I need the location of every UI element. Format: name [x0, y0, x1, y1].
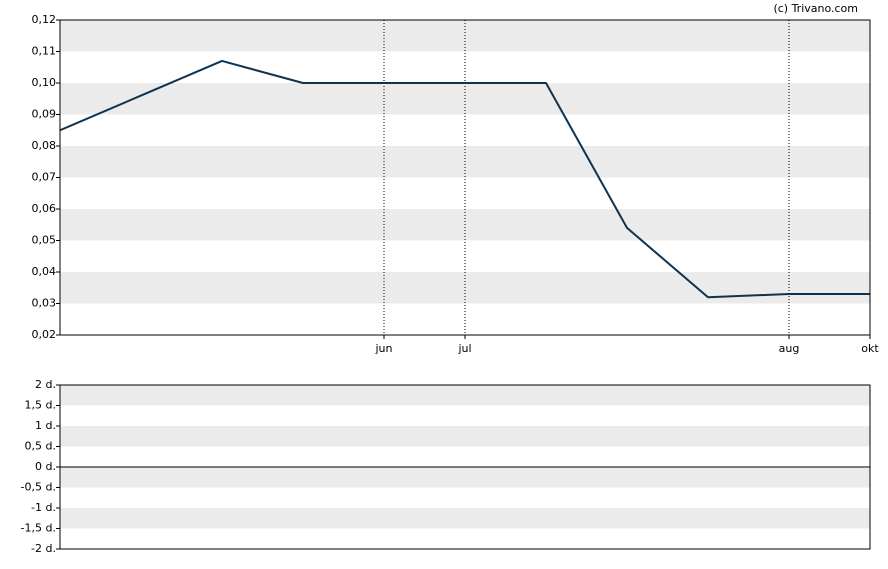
y-tick-label: 2 d. — [35, 378, 56, 391]
x-tick-label: aug — [779, 342, 800, 355]
y-tick-label: 1 d. — [35, 419, 56, 432]
watermark: (c) Trivano.com — [773, 2, 858, 15]
y-tick-label: 0,07 — [32, 171, 57, 184]
y-tick-label: 0,04 — [32, 265, 57, 278]
y-tick-label: 1,5 d. — [25, 399, 56, 412]
price-line — [59, 59, 870, 299]
y-tick-label: 0,02 — [32, 328, 57, 341]
y-tick-label: 0,08 — [32, 139, 57, 152]
x-tick-label: okt — [861, 342, 879, 355]
y-tick-label: 0,06 — [32, 202, 57, 215]
y-tick-label: 0,11 — [32, 45, 57, 58]
plot-frame — [59, 384, 871, 550]
y-tick-label: 0,12 — [32, 13, 57, 26]
grid-band — [60, 467, 870, 488]
y-tick-label: 0,5 d. — [25, 440, 56, 453]
y-tick-label: 0,03 — [32, 297, 57, 310]
x-tick-label: jul — [457, 342, 471, 355]
grid-band — [60, 385, 870, 406]
y-tick-label: 0 d. — [35, 460, 56, 473]
grid-band — [60, 508, 870, 529]
y-tick-label: -0,5 d. — [21, 481, 56, 494]
y-tick-label: 0,05 — [32, 234, 57, 247]
y-tick-label: 0,10 — [32, 76, 57, 89]
grid-band — [60, 426, 870, 447]
y-tick-label: -1 d. — [31, 501, 56, 514]
x-tick-label: jun — [375, 342, 393, 355]
y-tick-label: -1,5 d. — [21, 522, 56, 535]
y-tick-label: -2 d. — [31, 542, 56, 555]
plot-frame — [59, 19, 871, 336]
y-tick-label: 0,09 — [32, 108, 57, 121]
